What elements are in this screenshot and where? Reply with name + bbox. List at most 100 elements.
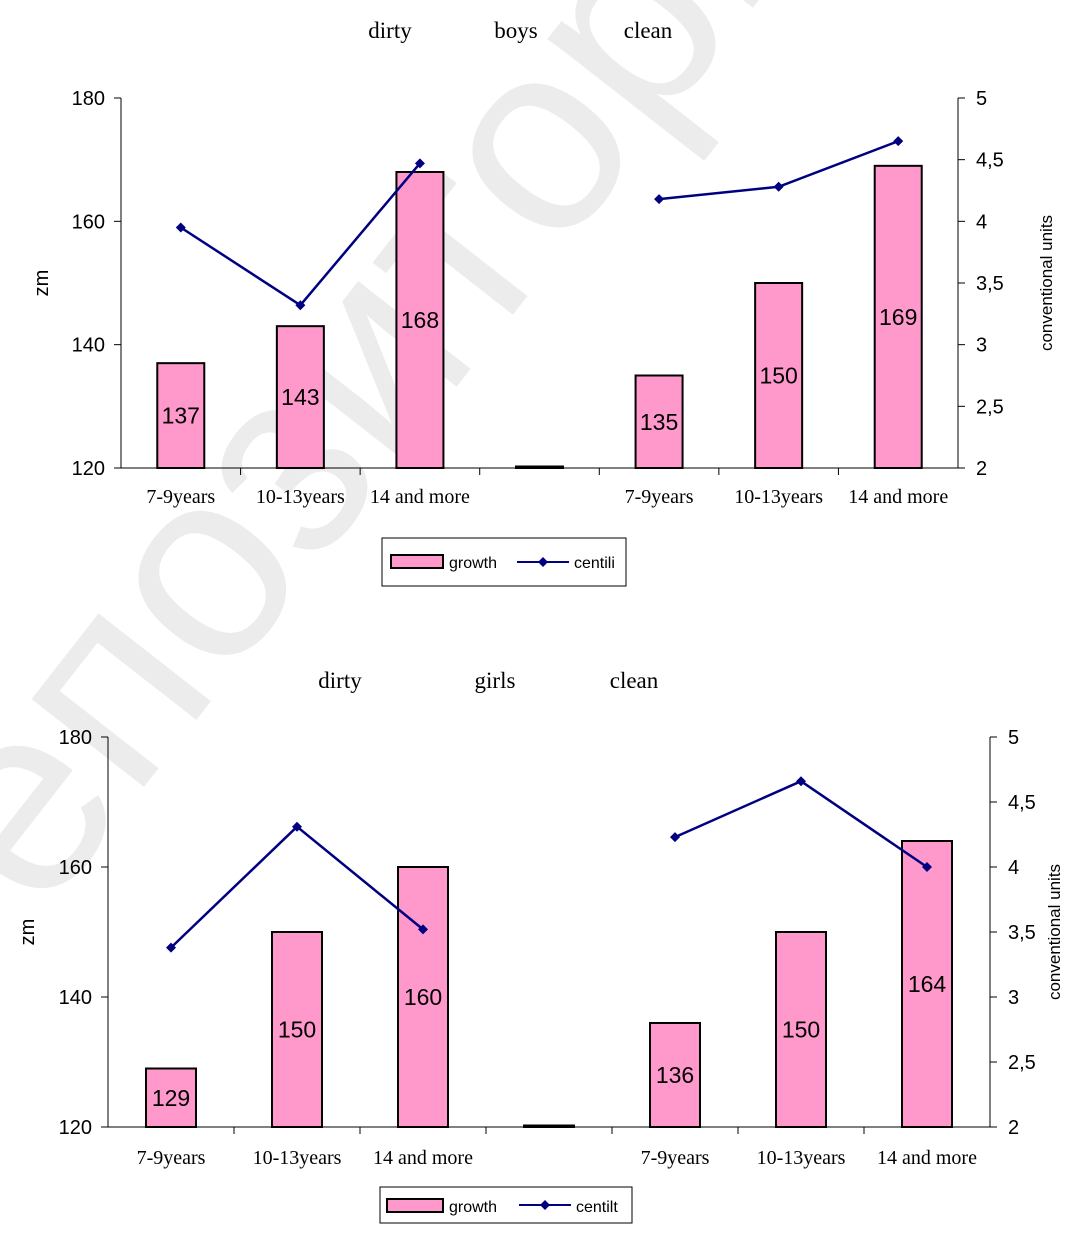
bar-value-label: 143 <box>281 384 319 410</box>
y2-tick-label: 5 <box>976 88 987 110</box>
bar-value-label: 164 <box>908 971 947 997</box>
group-title-right: clean <box>610 668 659 693</box>
y2-axis-label: conventional units <box>1045 864 1064 1000</box>
line-point <box>418 924 428 935</box>
bar <box>515 465 564 469</box>
line-point <box>773 181 784 192</box>
bar <box>649 1022 701 1128</box>
y-axis-label: zm <box>31 270 53 297</box>
y-axis-label: zm <box>17 919 39 946</box>
y-tick-label: 140 <box>59 987 92 1009</box>
x-tick-label: 7-9years <box>625 486 694 508</box>
legend-bar-swatch <box>386 1198 444 1213</box>
x-tick-label: 14 and more <box>877 1147 977 1169</box>
series-line-segment <box>674 779 928 869</box>
bar-value-label: 150 <box>782 1017 820 1043</box>
bar-value-label: 135 <box>640 409 678 435</box>
x-tick-label: 10-13years <box>256 486 345 508</box>
line-point <box>292 821 302 832</box>
bar <box>271 931 323 1128</box>
y-tick-label: 180 <box>72 88 105 110</box>
bar <box>145 1067 197 1128</box>
y2-tick-label: 3,5 <box>976 273 1004 295</box>
group-title-left: dirty <box>368 18 412 43</box>
y2-tick-label: 2 <box>976 458 987 480</box>
bar-value-label: 137 <box>162 403 200 429</box>
legend-line-marker <box>538 557 548 567</box>
bar <box>775 931 827 1128</box>
y2-tick-label: 3 <box>1008 987 1019 1009</box>
y-tick-label: 180 <box>59 727 92 749</box>
group-title-right: clean <box>624 18 673 43</box>
bar-value-label: 169 <box>879 304 917 330</box>
x-tick-label: 7-9years <box>641 1147 710 1169</box>
x-tick-label: 10-13years <box>757 1147 846 1169</box>
bar-value-label: 136 <box>656 1062 694 1088</box>
bar <box>634 374 684 469</box>
y2-tick-label: 3,5 <box>1008 922 1036 944</box>
x-tick-label: 7-9years <box>146 486 215 508</box>
bar <box>754 282 804 469</box>
boys-chart: dirty boys clean zm conventional units 1… <box>31 18 1056 587</box>
line-point <box>166 942 176 953</box>
y2-tick-label: 4,5 <box>976 150 1004 172</box>
bar <box>523 1124 575 1128</box>
group-title-center: boys <box>494 18 538 43</box>
line-point <box>796 776 806 787</box>
bar-value-label: 150 <box>759 363 797 389</box>
series-line-segment <box>170 825 424 949</box>
bar <box>156 362 206 469</box>
marks-layer: 120 140 160 180 2 2,5 3 3,5 4 4,5 5 129 150 160 136 150… <box>59 727 1036 1169</box>
legend-label-centili: centili <box>574 555 615 572</box>
y2-axis-label: conventional units <box>1037 215 1056 351</box>
bar-value-label: 160 <box>404 984 442 1010</box>
group-title-left: dirty <box>318 668 362 693</box>
x-tick-label: 10-13years <box>253 1147 342 1169</box>
bar <box>397 866 449 1128</box>
marks-layer: 120 140 160 180 2 2,5 3 3,5 4 4,5 5 137 143 168 135 150… <box>72 88 1004 508</box>
line-point <box>175 222 186 233</box>
legend-label-growth: growth <box>449 555 497 572</box>
bar <box>901 840 953 1128</box>
line-point <box>893 136 904 147</box>
group-title-center: girls <box>475 668 516 693</box>
legend: growth centilt <box>379 1186 633 1224</box>
bar-value-label: 168 <box>401 307 439 333</box>
legend: growth centili <box>381 537 627 587</box>
girls-chart: dirty girls clean zm conventional units … <box>17 668 1064 1224</box>
legend-label-growth: growth <box>449 1199 497 1216</box>
y2-tick-label: 5 <box>1008 727 1019 749</box>
x-tick-label: 10-13years <box>734 486 823 508</box>
bar <box>395 171 445 469</box>
legend-label-centilt: centilt <box>576 1199 618 1216</box>
y-tick-label: 140 <box>72 335 105 357</box>
y2-tick-label: 4,5 <box>1008 792 1036 814</box>
legend-line-marker <box>540 1200 550 1210</box>
legend-bar-swatch <box>390 554 444 569</box>
x-tick-label: 14 and more <box>370 486 470 508</box>
bar-value-label: 129 <box>152 1085 190 1111</box>
bar <box>275 325 325 469</box>
bar-value-label: 150 <box>278 1017 316 1043</box>
y2-tick-label: 4 <box>1008 857 1019 879</box>
y2-tick-label: 3 <box>976 335 987 357</box>
y2-tick-label: 4 <box>976 211 987 233</box>
y-tick-label: 120 <box>72 458 105 480</box>
line-point <box>295 300 306 311</box>
y-tick-label: 160 <box>59 857 92 879</box>
y-tick-label: 160 <box>72 211 105 233</box>
line-point <box>654 194 665 205</box>
line-point <box>414 158 425 169</box>
line-point <box>922 862 932 872</box>
y2-tick-label: 2,5 <box>1008 1052 1036 1074</box>
y2-tick-label: 2,5 <box>976 396 1004 418</box>
line-point <box>670 832 680 843</box>
x-tick-label: 14 and more <box>373 1147 473 1169</box>
x-tick-label: 14 and more <box>848 486 948 508</box>
y-tick-label: 120 <box>59 1117 92 1139</box>
x-tick-label: 7-9years <box>137 1147 206 1169</box>
watermark-text: епозиторий Кар <box>0 0 1073 956</box>
bar <box>873 164 923 469</box>
y2-tick-label: 2 <box>1008 1117 1019 1139</box>
